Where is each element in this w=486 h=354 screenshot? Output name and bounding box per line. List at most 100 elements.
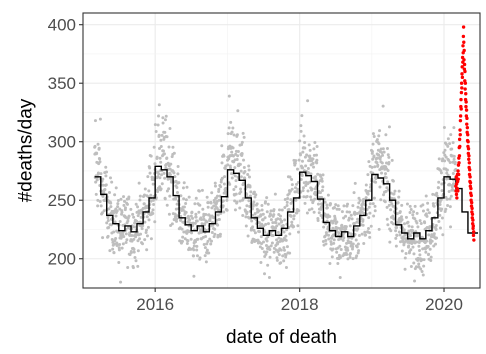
observed-point bbox=[259, 235, 263, 239]
observed-point bbox=[391, 214, 395, 218]
observed-point bbox=[131, 266, 135, 270]
highlight-point bbox=[464, 104, 468, 109]
observed-point bbox=[271, 221, 275, 225]
observed-point bbox=[373, 209, 377, 213]
observed-point bbox=[390, 158, 394, 162]
observed-point bbox=[285, 245, 289, 249]
observed-point bbox=[143, 238, 147, 242]
observed-point bbox=[98, 200, 102, 204]
observed-point bbox=[306, 99, 310, 103]
observed-point bbox=[161, 121, 165, 125]
observed-point bbox=[410, 225, 414, 229]
observed-point bbox=[136, 264, 140, 268]
observed-point bbox=[235, 158, 239, 162]
observed-point bbox=[213, 181, 217, 185]
observed-point bbox=[290, 177, 294, 181]
observed-point bbox=[434, 242, 438, 246]
observed-point bbox=[335, 220, 339, 224]
observed-point bbox=[305, 195, 309, 199]
observed-point bbox=[139, 215, 143, 219]
observed-point bbox=[301, 186, 305, 190]
observed-point bbox=[95, 178, 99, 182]
observed-point bbox=[112, 242, 116, 246]
observed-point bbox=[168, 173, 172, 177]
observed-point bbox=[245, 204, 249, 208]
observed-point bbox=[411, 245, 415, 249]
observed-point bbox=[356, 251, 360, 255]
observed-point bbox=[294, 159, 298, 163]
observed-point bbox=[438, 202, 442, 206]
observed-point bbox=[159, 187, 163, 191]
observed-point bbox=[363, 230, 367, 234]
observed-point bbox=[112, 251, 116, 255]
observed-point bbox=[287, 192, 291, 196]
observed-point bbox=[357, 201, 361, 205]
observed-point bbox=[170, 222, 174, 226]
observed-point bbox=[155, 155, 159, 159]
observed-point bbox=[288, 232, 292, 236]
observed-point bbox=[443, 148, 447, 152]
observed-point bbox=[220, 161, 224, 165]
observed-point bbox=[403, 240, 407, 244]
observed-point bbox=[408, 210, 412, 214]
observed-point bbox=[310, 187, 314, 191]
observed-point bbox=[218, 232, 222, 236]
observed-point bbox=[137, 181, 141, 185]
highlight-point bbox=[456, 189, 460, 193]
observed-point bbox=[398, 233, 402, 237]
observed-point bbox=[195, 219, 199, 223]
observed-point bbox=[263, 272, 266, 276]
observed-point bbox=[247, 168, 251, 172]
observed-point bbox=[434, 228, 438, 232]
observed-point bbox=[213, 227, 217, 231]
observed-point bbox=[252, 228, 256, 232]
observed-point bbox=[117, 261, 121, 265]
observed-point bbox=[280, 208, 284, 212]
highlight-point bbox=[463, 69, 467, 74]
highlight-point bbox=[466, 140, 470, 144]
observed-point bbox=[276, 217, 280, 221]
observed-point bbox=[115, 243, 119, 247]
observed-point bbox=[210, 239, 214, 243]
observed-point bbox=[284, 265, 288, 269]
observed-point bbox=[272, 213, 276, 217]
observed-point bbox=[97, 146, 101, 150]
observed-point bbox=[269, 218, 273, 222]
observed-point bbox=[262, 240, 266, 244]
x-tick-label: 2018 bbox=[281, 295, 319, 314]
observed-point bbox=[384, 133, 388, 137]
observed-point bbox=[313, 141, 317, 145]
observed-point bbox=[231, 126, 235, 130]
observed-point bbox=[353, 181, 357, 185]
observed-point bbox=[413, 204, 417, 208]
observed-point bbox=[168, 194, 172, 198]
observed-point bbox=[348, 255, 352, 259]
observed-point bbox=[411, 229, 415, 233]
observed-point bbox=[440, 182, 444, 186]
highlight-point bbox=[462, 58, 466, 62]
observed-point bbox=[94, 180, 98, 184]
observed-point bbox=[418, 219, 422, 223]
observed-point bbox=[368, 235, 372, 239]
observed-point bbox=[194, 240, 197, 244]
observed-point bbox=[378, 129, 382, 133]
observed-point bbox=[404, 252, 408, 256]
observed-point bbox=[324, 242, 328, 246]
observed-point bbox=[392, 192, 396, 196]
observed-point bbox=[264, 252, 268, 256]
observed-point bbox=[426, 208, 430, 212]
observed-point bbox=[438, 226, 442, 230]
observed-point bbox=[182, 181, 186, 185]
observed-point bbox=[385, 205, 389, 209]
observed-point bbox=[418, 249, 421, 253]
observed-point bbox=[134, 259, 138, 263]
observed-point bbox=[180, 239, 184, 243]
observed-point bbox=[250, 219, 254, 223]
observed-point bbox=[185, 242, 189, 246]
observed-point bbox=[338, 244, 342, 248]
observed-point bbox=[446, 137, 450, 141]
observed-point bbox=[272, 250, 276, 254]
observed-point bbox=[284, 255, 288, 259]
observed-point bbox=[368, 202, 372, 206]
observed-point bbox=[110, 238, 114, 241]
